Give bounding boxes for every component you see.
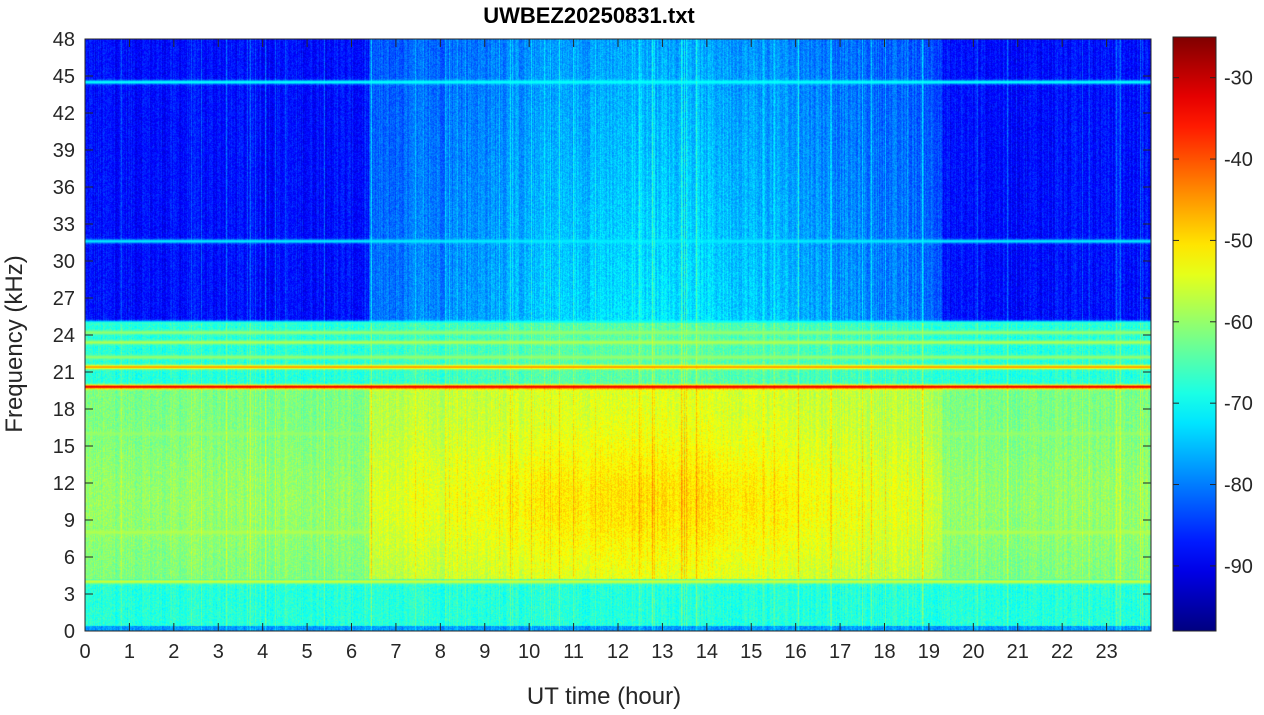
- y-tick-label: 42: [53, 103, 75, 125]
- colorbar-gradient: [1172, 36, 1217, 632]
- colorbar-tick-label: -60: [1224, 312, 1253, 334]
- x-tick-label: 17: [829, 641, 851, 663]
- x-tick-label: 7: [390, 641, 401, 663]
- colorbar-tick-label: -70: [1224, 393, 1253, 415]
- x-tick-label: 12: [607, 641, 629, 663]
- x-tick-label: 0: [79, 641, 90, 663]
- y-tick-label: 30: [53, 251, 75, 273]
- x-axis-label: UT time (hour): [527, 683, 681, 710]
- x-axis-ticks: 0 1 2 3 4 5 6 7 8 9 10 11 12 13 14 15 16 17 18 19 20 21 22 23: [79, 39, 1118, 663]
- chart-title: UWBEZ20250831.txt: [483, 3, 695, 28]
- x-tick-label: 20: [962, 641, 984, 663]
- y-tick-label: 33: [53, 214, 75, 236]
- y-tick-label: 36: [53, 177, 75, 199]
- y-tick-label: 0: [64, 621, 75, 643]
- x-tick-label: 5: [302, 641, 313, 663]
- x-tick-label: 21: [1007, 641, 1029, 663]
- y-tick-label: 48: [53, 29, 75, 51]
- colorbar-tick-label: -90: [1224, 556, 1253, 578]
- x-tick-label: 13: [651, 641, 673, 663]
- colorbar-ticks: -90 -80 -70 -60 -50 -40 -30: [1173, 68, 1253, 578]
- y-tick-label: 45: [53, 66, 75, 88]
- x-tick-label: 9: [479, 641, 490, 663]
- y-tick-label: 6: [64, 547, 75, 569]
- y-tick-label: 12: [53, 473, 75, 495]
- y-tick-label: 24: [53, 325, 75, 347]
- y-tick-label: 27: [53, 288, 75, 310]
- x-tick-label: 4: [257, 641, 268, 663]
- colorbar-tick-label: -30: [1224, 68, 1253, 90]
- y-tick-label: 3: [64, 584, 75, 606]
- y-tick-label: 21: [53, 362, 75, 384]
- x-tick-label: 15: [740, 641, 762, 663]
- x-tick-label: 6: [346, 641, 357, 663]
- x-tick-label: 8: [435, 641, 446, 663]
- x-tick-label: 22: [1051, 641, 1073, 663]
- colorbar-tick-label: -80: [1224, 475, 1253, 497]
- x-tick-label: 10: [518, 641, 540, 663]
- y-tick-label: 39: [53, 140, 75, 162]
- colorbar: -90 -80 -70 -60 -50 -40 -30: [1172, 36, 1253, 632]
- x-tick-label: 3: [213, 641, 224, 663]
- colorbar-tick-label: -40: [1224, 149, 1253, 171]
- y-tick-label: 18: [53, 399, 75, 421]
- colorbar-tick-label: -50: [1224, 230, 1253, 252]
- y-axis-label: Frequency (kHz): [1, 255, 28, 432]
- y-tick-label: 9: [64, 510, 75, 532]
- x-tick-label: 11: [563, 641, 584, 663]
- x-tick-label: 2: [168, 641, 179, 663]
- x-tick-label: 18: [873, 641, 895, 663]
- x-tick-label: 14: [696, 641, 718, 663]
- x-tick-label: 23: [1095, 641, 1117, 663]
- x-tick-label: 16: [785, 641, 807, 663]
- y-tick-label: 15: [53, 436, 75, 458]
- plot-area: 0 1 2 3 4 5 6 7 8 9 10 11 12 13 14 15 16 17 18 19 20 21 22 23 0…: [53, 29, 1152, 663]
- x-tick-label: 19: [918, 641, 940, 663]
- x-tick-label: 1: [124, 641, 135, 663]
- heatmap: [85, 39, 1151, 631]
